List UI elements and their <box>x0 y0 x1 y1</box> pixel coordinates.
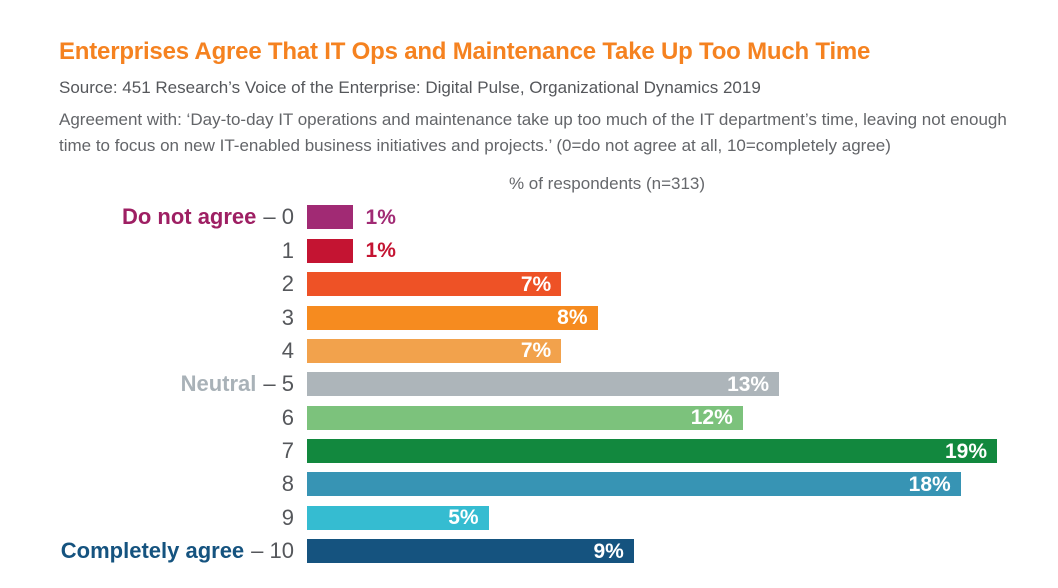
row-label: 9 <box>59 505 307 531</box>
row-label-prefix: Neutral <box>180 371 257 397</box>
row-label: 1 <box>59 238 307 264</box>
row-label: Completely agree – 10 <box>59 538 307 564</box>
bar-track: 13% <box>307 372 997 397</box>
chart-page: Enterprises Agree That IT Ops and Mainte… <box>59 38 1058 568</box>
row-label-prefix: Do not agree <box>121 204 257 230</box>
bar-track: 18% <box>307 472 997 497</box>
bar-value-label: 7% <box>520 339 552 363</box>
row-label: Neutral – 5 <box>59 371 307 397</box>
source-line: Source: 451 Research’s Voice of the Ente… <box>59 78 761 97</box>
bar <box>307 205 353 230</box>
chart-row: Do not agree – 0 1% <box>59 201 1058 234</box>
row-label: 8 <box>59 471 307 497</box>
bar: 8% <box>307 305 598 330</box>
row-tick: 9 <box>281 504 294 530</box>
bar-chart: % of respondents (n=313) Do not agree – 0… <box>59 174 1058 568</box>
row-tick: – 10 <box>251 538 294 564</box>
bar-track: 5% <box>307 505 997 530</box>
bar-value-label: 18% <box>908 472 951 496</box>
bar-value-label: 13% <box>727 372 770 396</box>
row-label-prefix: Completely agree <box>60 538 245 564</box>
chart-row: 4 7% <box>59 334 1058 367</box>
row-label: 2 <box>59 271 307 297</box>
row-tick: 8 <box>281 471 294 497</box>
chart-axis-title: % of respondents (n=313) <box>508 173 706 193</box>
bar: 13% <box>307 372 780 397</box>
row-tick: 1 <box>281 237 294 263</box>
bar-value-label: 7% <box>520 272 552 296</box>
bar-track: 1% <box>307 205 997 230</box>
row-label: 6 <box>59 405 307 431</box>
chart-row: 9 5% <box>59 501 1058 534</box>
bar-track: 12% <box>307 405 997 430</box>
bar-value-label: 9% <box>593 539 624 563</box>
page-title: Enterprises Agree That IT Ops and Mainte… <box>59 38 871 65</box>
bar-track: 7% <box>307 338 997 363</box>
bar <box>307 238 353 263</box>
bar: 7% <box>307 338 562 363</box>
chart-row: 2 7% <box>59 267 1058 300</box>
row-tick: 6 <box>281 404 294 430</box>
row-label: 7 <box>59 438 307 464</box>
row-tick: 3 <box>281 304 294 330</box>
bar: 7% <box>307 272 562 297</box>
row-label: 3 <box>59 305 307 331</box>
chart-row: Neutral – 5 13% <box>59 368 1058 401</box>
chart-row: Completely agree – 10 9% <box>59 535 1058 568</box>
bar-value-label-outside: 1% <box>365 205 396 229</box>
row-tick: – 5 <box>263 371 294 397</box>
bar: 9% <box>307 539 634 564</box>
row-label: Do not agree – 0 <box>59 204 307 230</box>
chart-row: 3 8% <box>59 301 1058 334</box>
bar: 18% <box>307 472 961 497</box>
bar-track: 9% <box>307 539 997 564</box>
bar-value-label: 8% <box>557 306 588 330</box>
bar-value-label-outside: 1% <box>365 239 396 263</box>
chart-row: 6 12% <box>59 401 1058 434</box>
chart-row: 1 1% <box>59 234 1058 267</box>
row-tick: 4 <box>281 337 294 363</box>
bar: 5% <box>307 505 489 530</box>
bar-track: 1% <box>307 238 997 263</box>
row-tick: – 0 <box>263 204 294 230</box>
bar-track: 8% <box>307 305 997 330</box>
chart-rows: Do not agree – 0 1% 1 1% 2 7% <box>59 201 1058 568</box>
row-tick: 2 <box>281 271 294 297</box>
survey-question-text: Agreement with: ‘Day-to-day IT operation… <box>59 110 1007 155</box>
bar-value-label: 12% <box>690 406 733 430</box>
bar-value-label: 19% <box>944 439 987 463</box>
chart-row: 7 19% <box>59 434 1058 467</box>
bar: 12% <box>307 405 743 430</box>
bar-track: 19% <box>307 439 997 464</box>
bar: 19% <box>307 439 997 464</box>
row-tick: 7 <box>281 438 294 464</box>
bar-value-label: 5% <box>448 506 479 530</box>
row-label: 4 <box>59 338 307 364</box>
bar-track: 7% <box>307 272 997 297</box>
chart-row: 8 18% <box>59 468 1058 501</box>
